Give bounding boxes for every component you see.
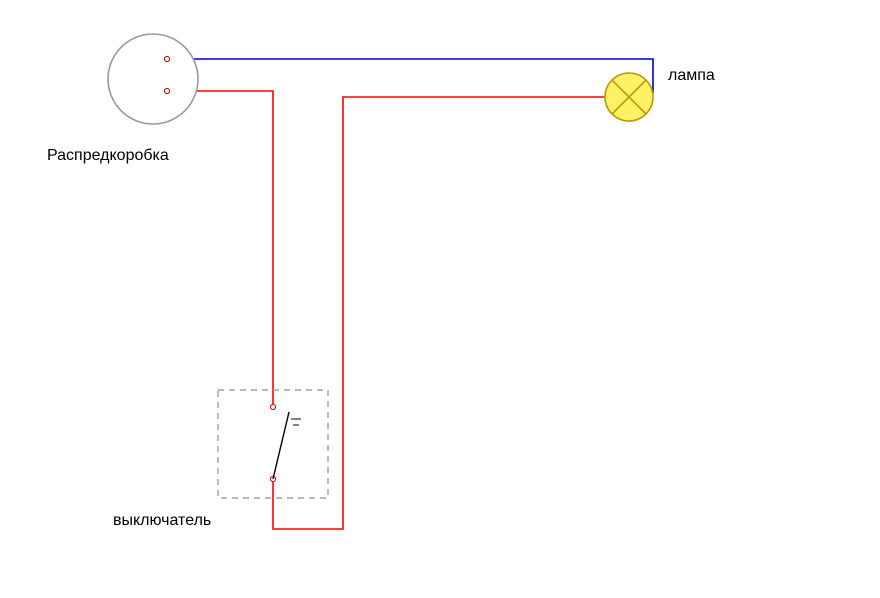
junction-terminal-bottom	[164, 88, 169, 93]
junction-box	[108, 34, 198, 124]
wiring-diagram: Распредкоробка лампа выключатель	[0, 0, 880, 598]
junction-box-label: Распредкоробка	[47, 147, 169, 164]
lamp-label: лампа	[668, 67, 715, 84]
switch-label: выключатель	[113, 512, 211, 529]
switch-terminal-top	[270, 404, 275, 409]
junction-terminal-top	[164, 56, 169, 61]
